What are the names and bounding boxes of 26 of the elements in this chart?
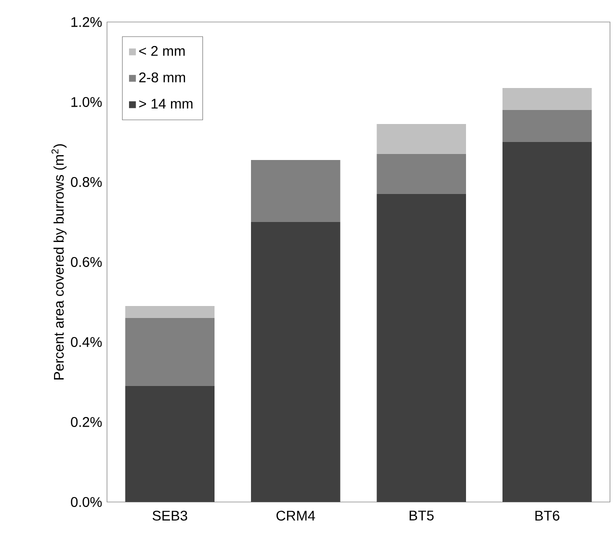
y-tick-label: 0.2%: [70, 417, 102, 427]
bar: [125, 306, 215, 318]
x-tick-label: CRM4: [276, 510, 316, 521]
legend-label: < 2 mm: [139, 46, 185, 56]
bar: [502, 88, 592, 110]
bar: [502, 142, 592, 502]
y-tick-label: 0.6%: [70, 257, 102, 267]
x-tick-label: BT6: [535, 510, 560, 521]
bar: [376, 194, 466, 502]
legend-label: 2-8 mm: [139, 72, 186, 82]
bar: [125, 318, 215, 386]
bar: [502, 110, 592, 142]
bar: [376, 154, 466, 194]
y-tick-label: 1.2%: [71, 17, 102, 27]
bar: [125, 386, 215, 502]
x-tick-label: BT5: [410, 510, 434, 520]
y-axis-title: Percent area covered by burrows (m$^{2}$): [52, 144, 67, 380]
y-tick-label: 0.8%: [70, 177, 102, 187]
y-tick-label: 1.0%: [71, 97, 102, 107]
y-tick-label: 0.4%: [70, 337, 102, 347]
bar: [250, 222, 340, 502]
x-tick-label: SEB3: [152, 510, 188, 521]
legend-label: > 14 mm: [139, 98, 192, 109]
bar: [376, 124, 466, 154]
bar: [250, 160, 340, 222]
y-tick-label: 0.0%: [70, 497, 102, 507]
